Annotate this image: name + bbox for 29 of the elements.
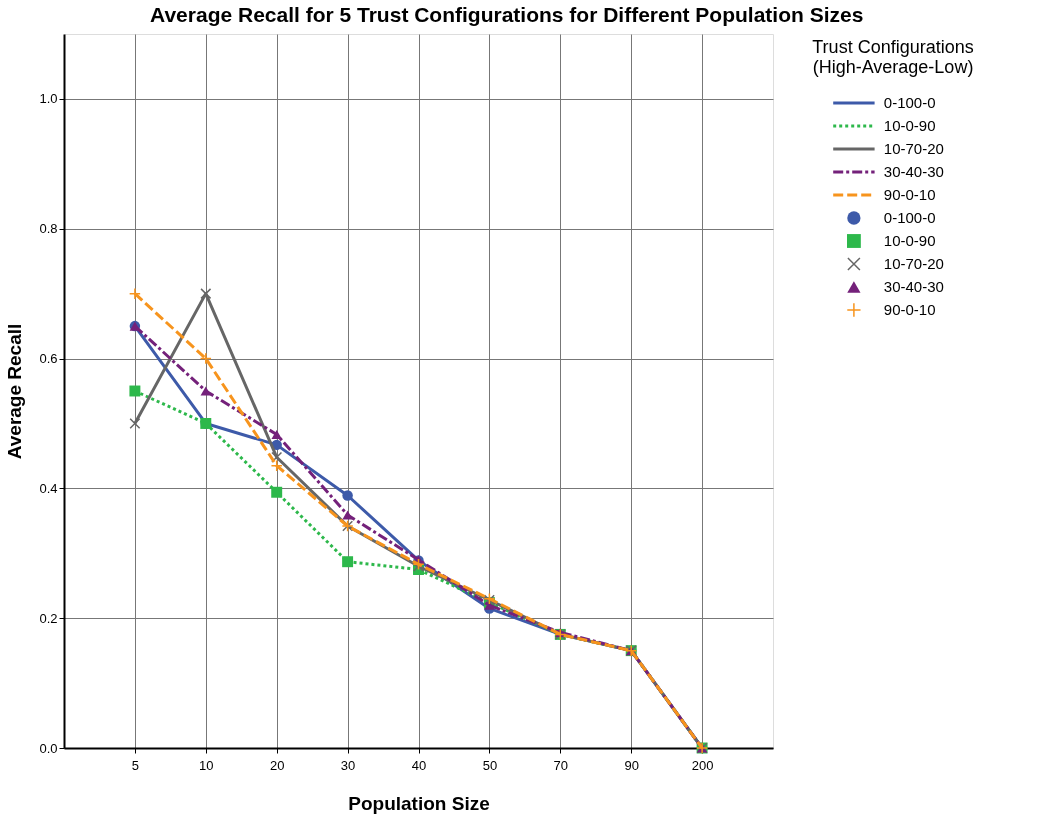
legend-label: 30-40-30	[883, 278, 944, 295]
legend-label: 10-70-20	[883, 255, 944, 272]
y-axis-title: Average Recall	[4, 323, 26, 460]
x-tick-label: 10	[199, 757, 214, 773]
x-tick-label: 90	[624, 757, 639, 773]
x-tick-label: 40	[411, 757, 427, 773]
y-tick-label: 0.8	[39, 221, 58, 237]
y-tick-label: 0.6	[39, 351, 58, 367]
x-tick-label: 30	[340, 757, 356, 773]
legend-label: 10-0-90	[883, 232, 936, 249]
legend-title: Trust Configurations (High-Average-Low)	[812, 36, 974, 77]
chart-title: Average Recall for 5 Trust Configurations for Different Population Sizes	[150, 2, 864, 26]
x-tick-label: 50	[482, 757, 498, 773]
y-tick-label: 0.0	[39, 740, 58, 756]
x-tick-label: 20	[269, 757, 285, 773]
legend-label: 0-100-0	[883, 209, 936, 226]
legend-label: 90-0-10	[883, 301, 936, 318]
text: 10-0-90	[883, 117, 936, 134]
text: 10-70-20	[883, 140, 944, 157]
x-tick-label: 70	[553, 757, 569, 773]
x-tick-label: 200	[691, 757, 714, 773]
y-tick-label: 1.0	[39, 91, 58, 107]
text: 90-0-10	[883, 186, 936, 203]
text: 0-100-0	[883, 94, 936, 111]
x-tick-label: 5	[131, 757, 140, 773]
y-tick-label: 0.4	[39, 480, 58, 496]
x-axis-title: Population Size	[348, 792, 490, 814]
text: 30-40-30	[883, 163, 944, 180]
y-tick-label: 0.2	[39, 610, 58, 626]
